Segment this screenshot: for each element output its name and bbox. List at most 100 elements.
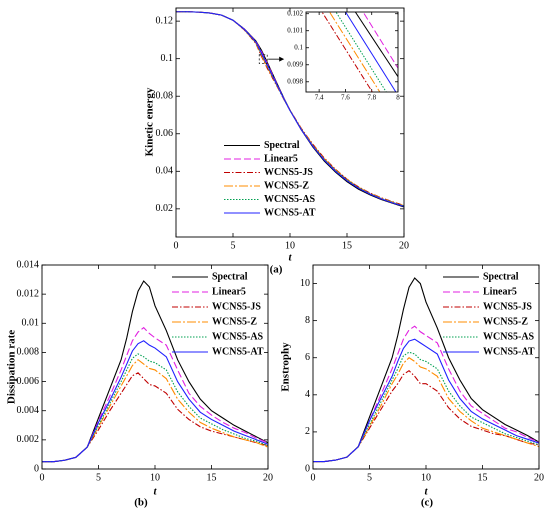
y-tick-label: 0: [305, 463, 310, 474]
x-axis-label: t: [424, 486, 428, 498]
series-line: [176, 11, 404, 207]
legend-label: WCNS5-AT: [212, 346, 264, 357]
series-line: [344, 12, 397, 92]
y-axis-label: Kinetic energy: [144, 87, 156, 156]
y-tick-label: 0.101: [287, 26, 303, 34]
x-axis-label: t: [288, 252, 292, 264]
x-tick-label: 10: [150, 472, 160, 483]
legend-label: Spectral: [483, 271, 519, 282]
y-axis-label: Enstrophy: [280, 342, 292, 392]
x-tick-label: 7.4: [315, 94, 324, 102]
y-tick-label: 0.099: [287, 60, 303, 68]
x-tick-label: 15: [342, 240, 352, 251]
series-line: [362, 12, 398, 69]
y-tick-label: 2: [305, 426, 310, 437]
series-line: [328, 12, 381, 92]
y-tick-label: 0.014: [17, 259, 40, 270]
series-line: [321, 12, 373, 92]
y-tick-label: 0.008: [17, 347, 40, 358]
plot-frame: [41, 264, 269, 470]
x-tick-label: 8: [396, 94, 400, 102]
x-tick-label: 5: [367, 472, 372, 483]
x-tick-label: 0: [174, 240, 179, 251]
caption: (a): [270, 264, 283, 276]
x-tick-label: 5: [231, 240, 236, 251]
legend-label: WCNS5-JS: [264, 167, 313, 178]
legend-label: Spectral: [212, 271, 248, 282]
series-line: [313, 357, 539, 463]
x-tick-label: 0: [40, 472, 45, 483]
legend-label: WCNS5-JS: [212, 301, 261, 312]
series-line: [42, 326, 268, 463]
y-tick-label: 6: [305, 352, 310, 363]
panel: 0 5 10 15 20 0 0.002 0.004 0.006 0.008 0.01 0.012 0.…: [6, 259, 273, 508]
series-line: [176, 11, 404, 207]
caption: (b): [134, 497, 148, 509]
y-tick-label: 0.006: [17, 376, 40, 387]
y-tick-label: 0.004: [17, 405, 40, 416]
legend-label: WCNS5-AS: [264, 194, 316, 205]
y-tick-label: 0.04: [156, 166, 174, 177]
legend-label: WCNS5-AT: [264, 207, 316, 218]
x-axis-label: t: [153, 486, 157, 498]
series-line: [335, 12, 387, 92]
y-tick-label: 0.002: [17, 434, 40, 445]
x-tick-label: 5: [96, 472, 101, 483]
x-tick-label: 7.6: [341, 94, 350, 102]
panel: 0 5 10 15 20 0 2 4 6 8 10 (c)t Enstrophy Spectral Line…: [280, 264, 544, 509]
x-tick-label: 20: [534, 472, 544, 483]
series-line: [313, 370, 539, 463]
y-tick-label: 0.12: [156, 15, 174, 26]
x-tick-label: 20: [263, 472, 273, 483]
legend-label: Linear5: [264, 153, 298, 164]
y-tick-label: 0.098: [287, 77, 303, 85]
series-line: [42, 372, 268, 463]
y-tick-label: 8: [305, 315, 310, 326]
legend-label: WCNS5-AS: [483, 331, 535, 342]
x-tick-label: 0: [311, 472, 316, 483]
x-tick-label: 15: [478, 472, 488, 483]
series-line: [42, 353, 268, 463]
y-tick-label: 0.08: [156, 91, 174, 102]
panel: 0 5 10 15 20 0.02 0.04 0.06 0.08 0.1 0.12 (a) t Kinet…: [144, 7, 409, 276]
series-line: [313, 338, 539, 463]
series-line: [42, 358, 268, 463]
y-tick-label: 0.01: [22, 318, 40, 329]
y-axis-label: Dissipation rate: [6, 330, 18, 404]
legend-label: WCNS5-AS: [212, 331, 264, 342]
x-tick-label: 7.8: [367, 94, 376, 102]
plot-frame: [305, 11, 399, 93]
legend-label: WCNS5-Z: [212, 316, 257, 327]
legend-label: WCNS5-JS: [483, 301, 532, 312]
zoom-box: [258, 54, 268, 64]
legend-label: WCNS5-Z: [483, 316, 528, 327]
y-tick-label: 4: [305, 389, 310, 400]
series-line: [42, 340, 268, 463]
y-tick-label: 10: [300, 278, 310, 289]
x-tick-label: 10: [285, 240, 295, 251]
y-tick-label: 0.1: [294, 43, 303, 51]
legend-label: Linear5: [212, 286, 246, 297]
y-tick-label: 0.102: [287, 9, 303, 17]
plot-frame: [312, 264, 540, 470]
x-tick-label: 15: [207, 472, 217, 483]
y-tick-label: 0.06: [156, 128, 174, 139]
x-tick-label: 10: [421, 472, 431, 483]
y-tick-label: 0: [34, 463, 39, 474]
legend-label: Spectral: [264, 140, 300, 151]
y-tick-label: 0.012: [17, 288, 40, 299]
series-line: [313, 325, 539, 463]
y-tick-label: 0.02: [156, 203, 174, 214]
zoom-arrowhead: [279, 56, 285, 62]
plot-frame: [175, 7, 405, 238]
panel: 7.4 7.6 7.8 8 0.098 0.099 0.1 0.101 0.102: [287, 9, 400, 102]
legend-label: Linear5: [483, 286, 517, 297]
caption: (c): [421, 497, 434, 509]
x-tick-label: 20: [399, 240, 409, 251]
inset-background: [306, 12, 398, 92]
legend-label: WCNS5-Z: [264, 180, 309, 191]
series-line: [354, 12, 398, 77]
y-tick-label: 0.1: [161, 53, 174, 64]
legend-label: WCNS5-AT: [483, 346, 535, 357]
